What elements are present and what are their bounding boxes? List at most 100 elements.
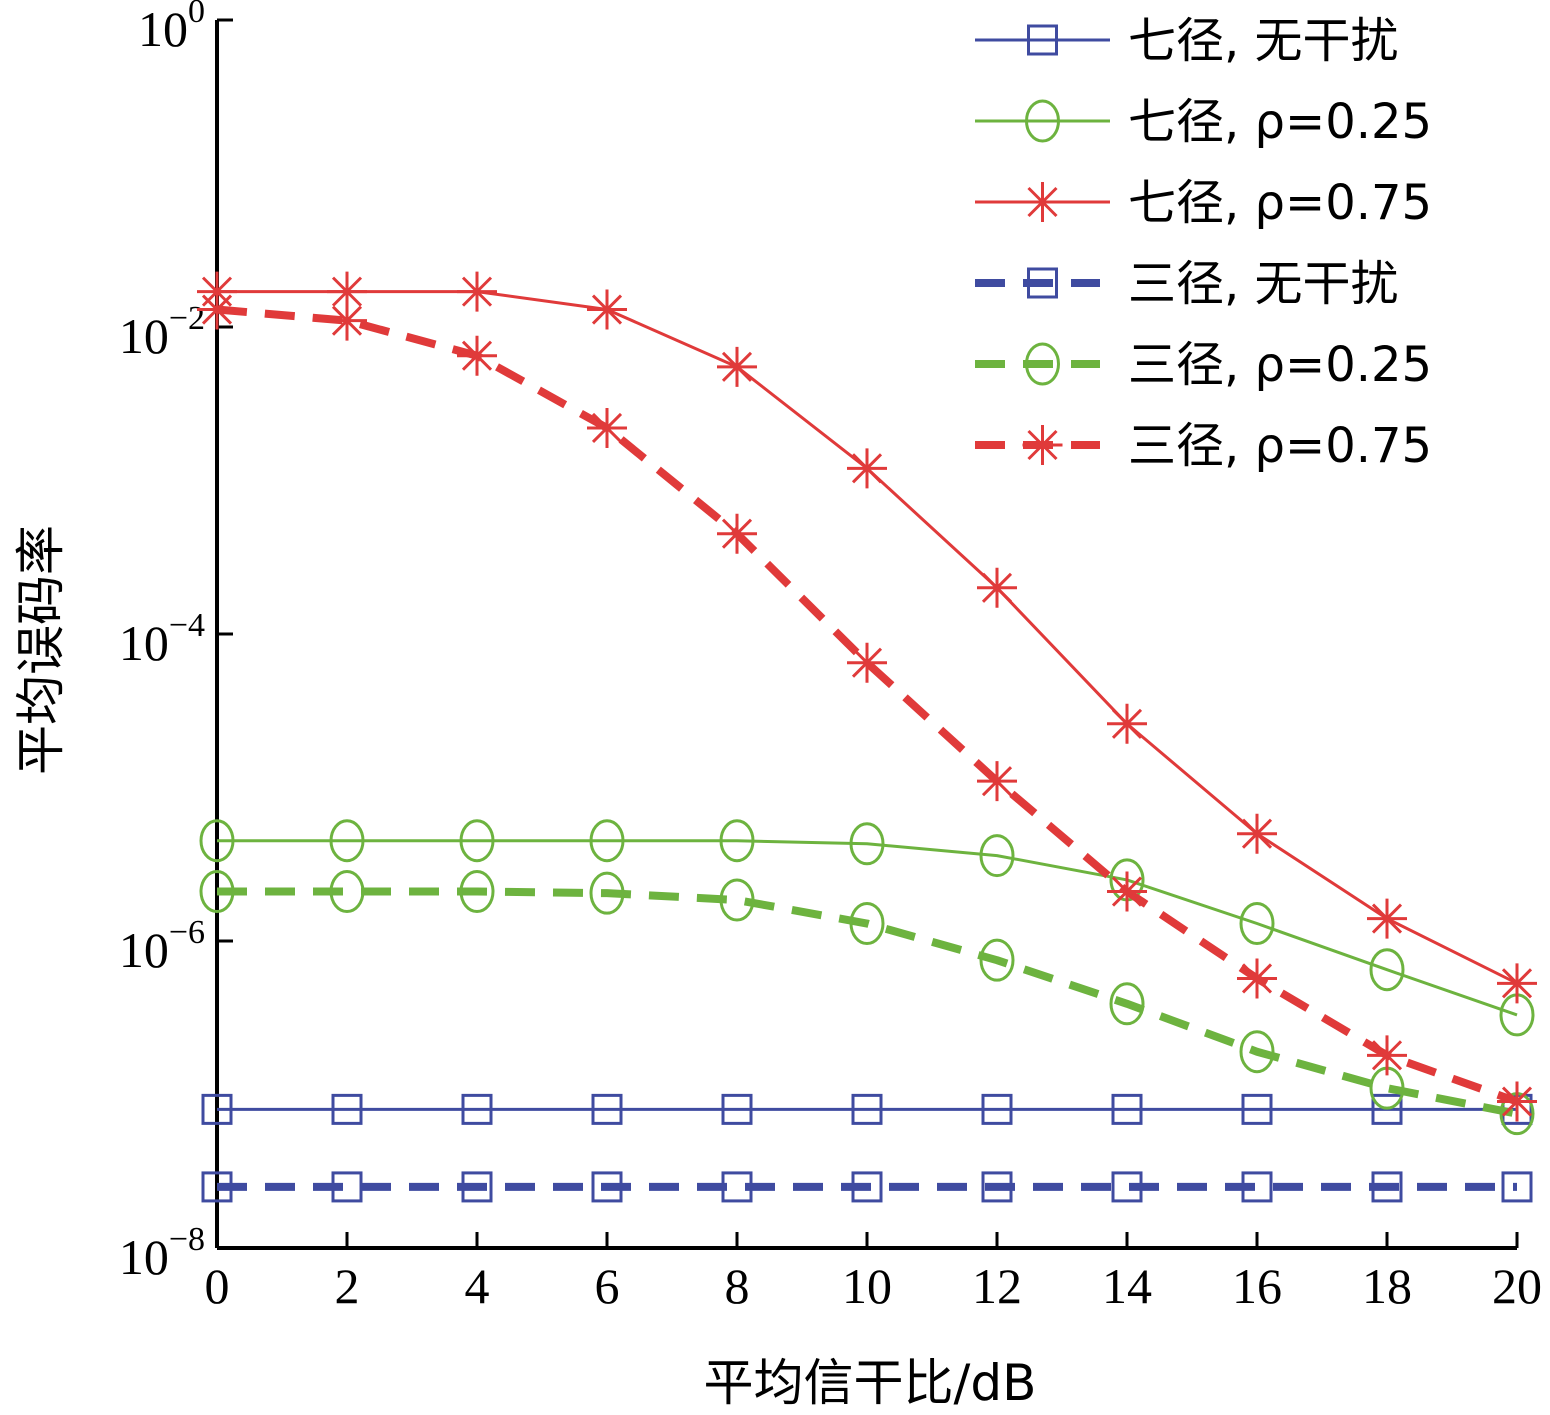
legend-entry: 三径, ρ=0.25 (975, 337, 1432, 393)
series-line (217, 290, 1518, 985)
data-point (331, 1171, 363, 1203)
legend-marker (1025, 99, 1060, 143)
data-point (201, 1171, 233, 1203)
legend-label: 七径, ρ=0.25 (1128, 94, 1432, 150)
data-point (1367, 1035, 1407, 1076)
data-point (721, 1171, 753, 1203)
data-point (1237, 958, 1277, 999)
data-point (1107, 703, 1147, 744)
axes: 0 2 4 6 8 10 12 14 16 18 20 100 10−2 10−4 10−6 10−8 (119, 0, 1542, 1314)
data-point (851, 1093, 883, 1125)
x-tick-label: 10 (842, 1258, 892, 1314)
data-point (977, 567, 1017, 608)
y-axis-title: 平均误码率 (12, 525, 70, 775)
legend-marker (1022, 425, 1063, 465)
data-point (1239, 1030, 1275, 1074)
data-point (981, 1093, 1013, 1125)
data-point (1107, 871, 1147, 912)
x-tick-label: 16 (1232, 1258, 1282, 1314)
data-point (1111, 1171, 1143, 1203)
legend-label: 三径, ρ=0.25 (1128, 337, 1432, 393)
y-tick-label: 10−6 (119, 914, 205, 978)
legend-marker (1025, 342, 1060, 386)
x-tick-label: 18 (1362, 1258, 1412, 1314)
legend-label: 三径, 无干扰 (1128, 256, 1399, 312)
data-point (1369, 948, 1405, 992)
data-point (331, 1093, 363, 1125)
data-point (851, 1171, 883, 1203)
data-point (329, 870, 365, 914)
data-point (1371, 1171, 1403, 1203)
data-point (591, 1171, 623, 1203)
data-point (1241, 1093, 1273, 1125)
data-point (1371, 1093, 1403, 1125)
data-point (587, 407, 627, 448)
data-point (589, 819, 625, 863)
data-point (1241, 1171, 1273, 1203)
series-layer (197, 271, 1537, 1203)
x-tick-label: 14 (1102, 1258, 1152, 1314)
data-point (1239, 902, 1275, 946)
legend-marker (1027, 24, 1058, 56)
data-point (719, 878, 755, 922)
data-point (457, 271, 497, 312)
series-0 (201, 1093, 1533, 1125)
data-point (717, 513, 757, 554)
data-point (327, 300, 367, 341)
data-point (329, 819, 365, 863)
legend-marker (1027, 267, 1058, 299)
data-point (1497, 1081, 1537, 1122)
series-4 (199, 870, 1535, 1136)
data-point (1111, 1093, 1143, 1125)
data-point (849, 822, 885, 866)
x-axis-title: 平均信干比/dB (704, 1354, 1037, 1412)
y-tick-label: 10−4 (119, 607, 205, 671)
data-point (977, 761, 1017, 802)
data-point (199, 870, 235, 914)
legend-entry: 三径, 无干扰 (975, 256, 1399, 312)
x-tick-label: 6 (595, 1258, 620, 1314)
data-point (1237, 813, 1277, 854)
data-point (1497, 963, 1537, 1004)
data-point (849, 902, 885, 946)
legend-label: 七径, ρ=0.75 (1128, 175, 1432, 231)
data-point (1501, 1171, 1533, 1203)
series-line (216, 305, 1519, 1106)
legend-entry: 七径, ρ=0.25 (975, 94, 1432, 150)
series-line (217, 887, 1518, 1118)
data-point (201, 1093, 233, 1125)
data-point (981, 1171, 1013, 1203)
series-line (217, 839, 1518, 1017)
data-point (587, 289, 627, 330)
data-point (847, 448, 887, 489)
data-point (721, 1093, 753, 1125)
legend-entry: 七径, 无干扰 (975, 13, 1399, 69)
data-point (717, 346, 757, 387)
data-point (979, 834, 1015, 878)
y-tick-label: 10−2 (119, 300, 205, 364)
data-point (461, 1093, 493, 1125)
data-point (591, 1093, 623, 1125)
x-tick-label: 4 (465, 1258, 490, 1314)
data-point (457, 335, 497, 376)
data-point (847, 642, 887, 683)
legend-entry: 三径, ρ=0.75 (975, 418, 1432, 474)
legend-label: 三径, ρ=0.75 (1128, 418, 1432, 474)
x-tick-label: 20 (1492, 1258, 1542, 1314)
series-1 (199, 819, 1535, 1037)
series-5 (197, 289, 1537, 1122)
y-tick-label: 100 (138, 0, 205, 57)
series-3 (201, 1171, 1533, 1203)
x-tick-label: 8 (725, 1258, 750, 1314)
legend-label: 七径, 无干扰 (1128, 13, 1399, 69)
legend-entry: 七径, ρ=0.75 (975, 175, 1432, 231)
data-point (589, 871, 625, 915)
x-tick-label: 0 (205, 1258, 230, 1314)
x-tick-label: 12 (972, 1258, 1022, 1314)
data-point (1109, 982, 1145, 1026)
data-point (327, 271, 367, 312)
data-point (459, 819, 495, 863)
legend-marker (1022, 182, 1063, 222)
